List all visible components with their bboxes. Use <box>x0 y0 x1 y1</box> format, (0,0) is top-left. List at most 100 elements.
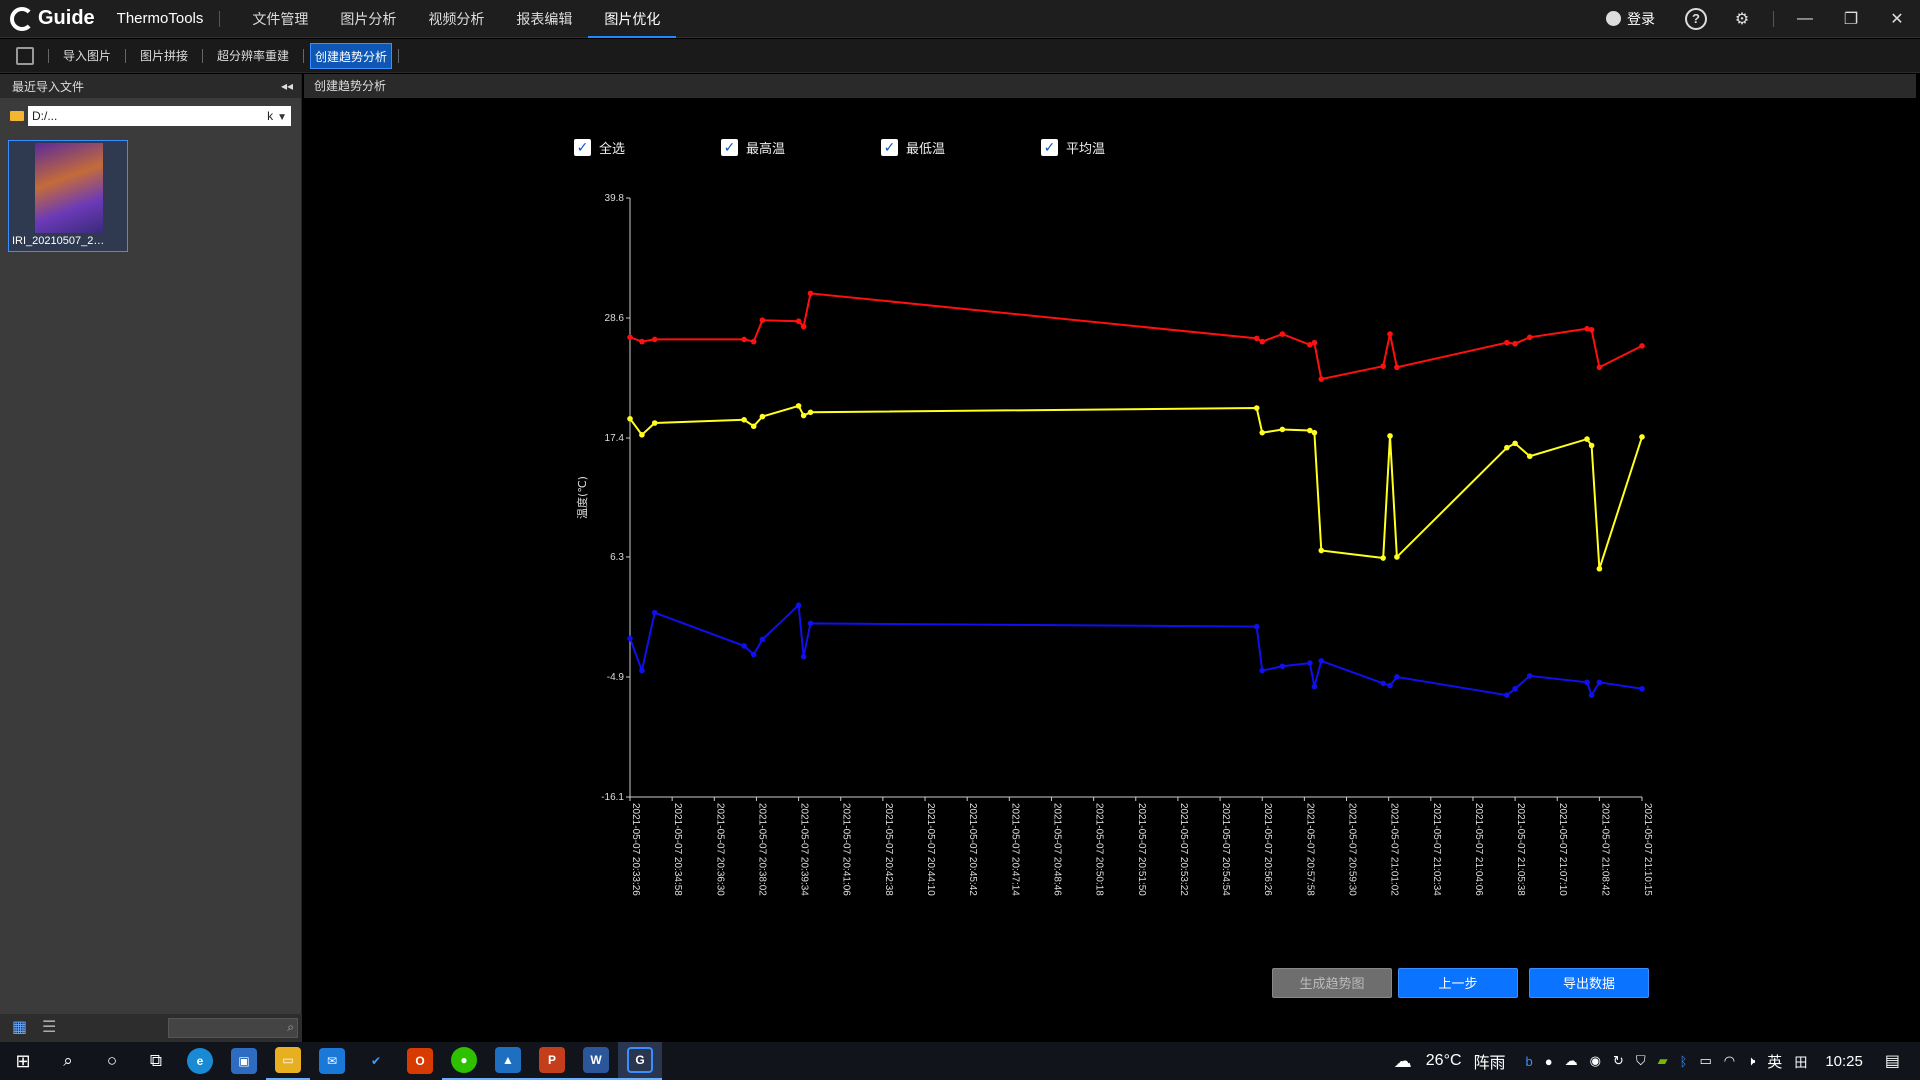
toolbar-separator <box>398 48 400 63</box>
save-icon[interactable] <box>16 46 34 65</box>
file-explorer-icon[interactable]: ▭ <box>266 1042 310 1080</box>
security-shield-icon[interactable]: ⛉ <box>1635 1053 1646 1068</box>
avg-temp-checkbox[interactable]: ✓ 平均温 <box>1041 138 1105 157</box>
wechat-tray-icon[interactable]: ◉ <box>1589 1053 1601 1068</box>
previous-step-button[interactable]: 上一步 <box>1398 968 1518 998</box>
min-temp-checkbox[interactable]: ✓ 最低温 <box>881 138 945 157</box>
gear-icon[interactable]: ⚙ <box>1734 10 1750 28</box>
weather-icon[interactable]: ☁ <box>1393 1050 1412 1071</box>
onedrive-icon[interactable]: ☁ <box>1564 1053 1578 1068</box>
series-point <box>1387 682 1393 689</box>
grid-view-icon[interactable]: ▦ <box>12 1019 28 1036</box>
menu-image-analysis[interactable]: 图片分析 <box>340 10 397 27</box>
series-point <box>651 420 658 426</box>
notification-icon[interactable]: ▤ <box>1884 1053 1900 1070</box>
generate-trend-button[interactable]: 生成趋势图 <box>1272 968 1392 998</box>
battery-icon[interactable]: ▭ <box>1699 1053 1712 1068</box>
avg-temp-label: 平均温 <box>1066 141 1106 156</box>
volume-mute-icon[interactable]: 🕨 <box>1747 1053 1756 1068</box>
series-point <box>1588 442 1595 449</box>
edge-icon[interactable]: e <box>178 1042 222 1080</box>
folder-path-select[interactable]: D:/... k ▼ <box>28 106 291 126</box>
app-name: ThermoTools <box>116 10 204 27</box>
y-tick-label: 6.3 <box>610 552 624 563</box>
ime-mode-icon[interactable]: 田 <box>1794 1054 1808 1070</box>
wechat-icon[interactable]: ● <box>442 1042 486 1080</box>
checkmark-icon: ✓ <box>881 139 899 156</box>
photos-icon[interactable]: ▲ <box>486 1042 530 1080</box>
x-tick-label: 2021-05-07 20:39:34 <box>799 803 810 896</box>
series-point <box>1318 658 1325 664</box>
sync-icon[interactable]: ↻ <box>1612 1053 1624 1068</box>
powerpoint-icon[interactable]: P <box>530 1042 574 1080</box>
menu-image-optimize[interactable]: 图片优化 <box>588 0 677 38</box>
series-point <box>1526 673 1533 679</box>
x-tick-label: 2021-05-07 20:36:30 <box>714 803 725 896</box>
series-point <box>1504 692 1510 699</box>
file-search-input[interactable]: ⌕ <box>168 1018 298 1038</box>
ime-indicator[interactable]: 英 <box>1767 1053 1783 1071</box>
series-point <box>1311 683 1318 690</box>
clock[interactable]: 10:25 <box>1825 1052 1863 1070</box>
create-trend-analysis-button[interactable]: 创建趋势分析 <box>310 42 393 69</box>
nvidia-icon[interactable]: ▰ <box>1657 1053 1668 1068</box>
x-tick-label: 2021-05-07 20:45:42 <box>967 803 978 896</box>
toolbar-separator <box>48 48 49 63</box>
select-all-checkbox[interactable]: ✓ 全选 <box>574 138 625 157</box>
close-button[interactable]: ✕ <box>1890 10 1904 28</box>
help-icon[interactable]: ? <box>1685 7 1707 30</box>
series-point <box>795 318 802 325</box>
taskbar-search-icon[interactable]: ⌕ <box>63 1051 73 1070</box>
thermotools-taskbar-icon[interactable]: G <box>618 1042 662 1080</box>
image-stitch-button[interactable]: 图片拼接 <box>140 48 189 63</box>
x-tick-label: 2021-05-07 21:02:34 <box>1431 803 1442 896</box>
x-tick-label: 2021-05-07 21:04:06 <box>1473 803 1484 896</box>
menu-report-edit[interactable]: 报表编辑 <box>516 10 573 27</box>
windows-start-icon[interactable]: ⊞ <box>15 1050 31 1071</box>
series-point <box>800 412 807 419</box>
todo-icon[interactable]: ✔ <box>370 1054 382 1068</box>
series-point <box>759 413 766 420</box>
word-icon[interactable]: W <box>574 1042 618 1080</box>
weather-temp[interactable]: 26°C <box>1425 1052 1462 1069</box>
menu-file-management[interactable]: 文件管理 <box>252 10 309 27</box>
restore-button[interactable]: ❐ <box>1843 10 1859 28</box>
list-view-icon[interactable]: ☰ <box>42 1019 57 1036</box>
tray-app-icon[interactable]: ● <box>1544 1053 1553 1069</box>
super-resolution-button[interactable]: 超分辨率重建 <box>217 48 290 63</box>
series-point <box>795 403 802 409</box>
series-point <box>1259 338 1266 345</box>
series-point <box>1387 433 1393 439</box>
image-thumbnail[interactable]: IRI_20210507_2… <box>8 140 128 252</box>
task-view-icon[interactable]: ⧉ <box>149 1051 163 1070</box>
minimize-button[interactable]: — <box>1797 9 1813 27</box>
series-point <box>1318 547 1325 554</box>
cortana-icon[interactable]: ○ <box>106 1051 118 1070</box>
series-point <box>741 417 747 423</box>
series-point <box>1279 426 1286 433</box>
import-image-button[interactable]: 导入图片 <box>63 48 112 63</box>
series-point <box>1380 363 1386 370</box>
max-temp-checkbox[interactable]: ✓ 最高温 <box>721 138 785 157</box>
store-icon[interactable]: ▣ <box>222 1042 266 1080</box>
export-data-button[interactable]: 导出数据 <box>1529 968 1649 998</box>
wifi-icon[interactable]: ◠ <box>1723 1053 1736 1068</box>
series-point <box>1588 327 1595 333</box>
office-icon[interactable]: O <box>398 1042 442 1080</box>
series-point <box>1639 685 1645 692</box>
mail-icon[interactable]: ✉ <box>310 1042 354 1080</box>
y-axis-label: 温度(℃) <box>575 476 589 519</box>
series-point <box>795 602 802 608</box>
recent-files-header: 最近导入文件 ◂◂ <box>0 74 301 98</box>
series-point <box>1311 429 1318 436</box>
weather-text[interactable]: 阵雨 <box>1473 1055 1506 1072</box>
guide-logo-icon <box>10 6 34 31</box>
bluetooth-icon[interactable]: ᛒ <box>1679 1053 1688 1069</box>
menu-video-analysis[interactable]: 视频分析 <box>428 10 485 27</box>
collapse-panel-icon[interactable]: ◂◂ <box>280 79 293 93</box>
bing-icon[interactable]: b <box>1525 1053 1533 1069</box>
login-button[interactable]: 登录 <box>1606 9 1655 29</box>
window-controls-separator <box>1773 10 1774 27</box>
x-tick-label: 2021-05-07 20:47:14 <box>1009 803 1020 896</box>
series-line-2 <box>629 404 1643 570</box>
